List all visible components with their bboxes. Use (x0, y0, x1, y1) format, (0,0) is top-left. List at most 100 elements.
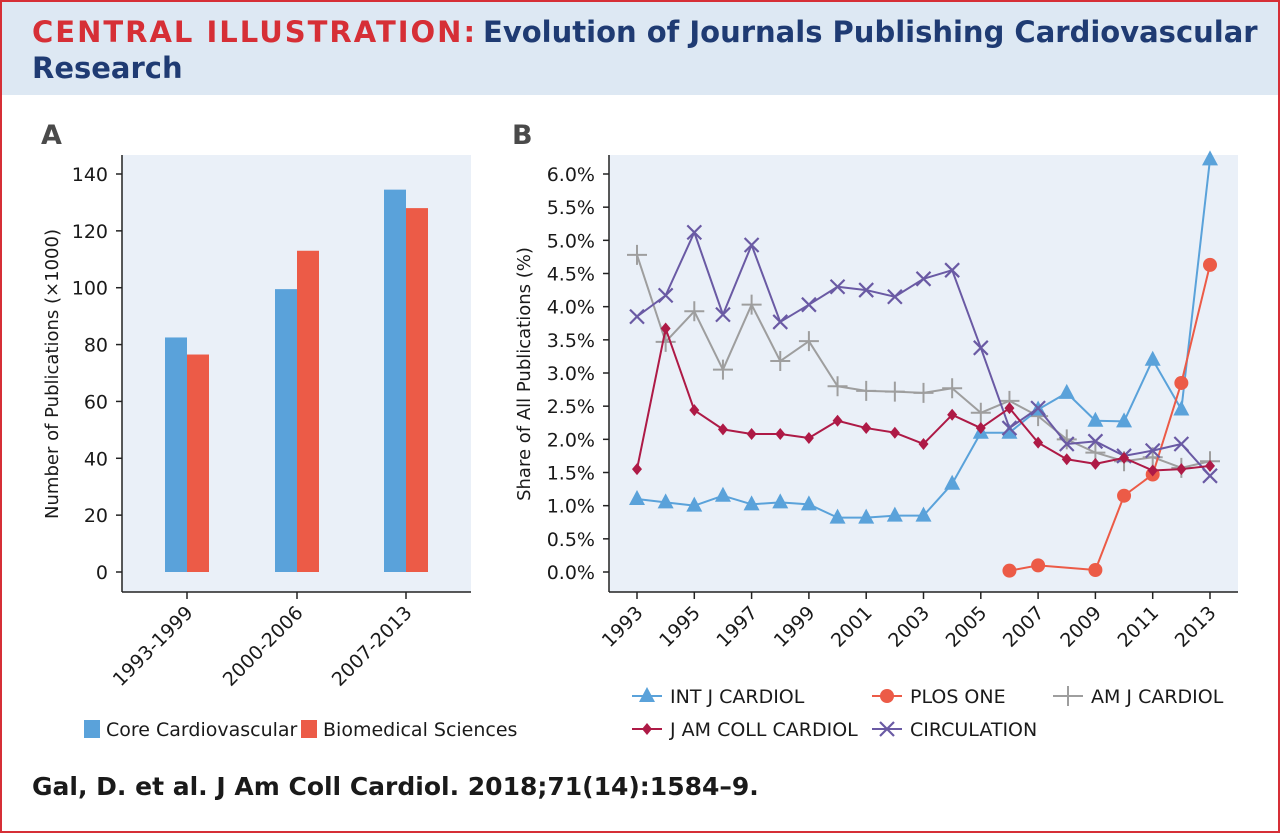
panel-b-point-j-am-coll-cardiol (1061, 453, 1072, 466)
panel-b-point-circulation (801, 296, 817, 313)
panel-b-point-int-j-cardiol (1144, 350, 1161, 366)
panel-b-point-plos-one (1002, 563, 1017, 578)
panel-b-point-circulation (944, 262, 960, 278)
panel-b-y-tick-label: 4.5% (547, 264, 595, 286)
panel-b-point-circulation (657, 287, 674, 304)
panel-a-legend-swatch (301, 720, 317, 738)
panel-b-point-int-j-cardiol (714, 486, 731, 502)
panel-a-x-tick-label: 2007-2013 (328, 602, 417, 691)
panel-b-legend-label: J AM COLL CARDIOL (669, 719, 858, 741)
panel-b-point-circulation (915, 271, 932, 287)
panel-b-y-tick-label: 1.5% (547, 463, 595, 485)
panel-a-y-tick-label: 20 (84, 505, 108, 527)
panel-b-point-j-am-coll-cardiol (717, 423, 728, 436)
panel-b-point-j-am-coll-cardiol (1119, 451, 1130, 464)
panel-b-point-circulation (1202, 468, 1218, 484)
panel-a-y-tick-label: 100 (72, 278, 108, 300)
panel-b-point-int-j-cardiol (829, 508, 846, 524)
panel-b-point-am-j-cardiol (684, 301, 705, 322)
panel-b-point-circulation (1058, 436, 1075, 452)
panel-a-bar-core (384, 189, 406, 572)
panel-a-y-tick-label: 40 (84, 448, 108, 470)
panel-b-point-int-j-cardiol (1058, 383, 1075, 399)
panel-b-point-j-am-coll-cardiol (918, 437, 929, 450)
panel-b-point-am-j-cardiol (741, 294, 762, 315)
panel-b-point-j-am-coll-cardiol (1004, 402, 1015, 415)
panel-b-point-int-j-cardiol (944, 474, 961, 490)
panel-b-legend-marker-plos-one (880, 689, 894, 703)
panel-b-x-tick-label: 2005 (942, 602, 992, 652)
panel-b-point-circulation (1173, 436, 1190, 452)
panel-b-point-circulation (1001, 420, 1018, 436)
panel-b-point-plos-one (1203, 257, 1217, 272)
panel-b-point-int-j-cardiol (629, 490, 645, 506)
panel-b-point-j-am-coll-cardiol (1147, 464, 1158, 477)
panel-a-y-axis-label: Number of Publications (×1000) (42, 229, 63, 519)
panel-b-point-int-j-cardiol (1173, 400, 1190, 416)
panel-b-point-circulation (629, 308, 645, 325)
panel-b-point-int-j-cardiol (772, 493, 789, 509)
panel-b-legend-marker-j-am-coll-cardiol (642, 723, 652, 735)
panel-b-point-j-am-coll-cardiol (803, 432, 814, 445)
panel-a-y-tick-label: 60 (84, 391, 108, 413)
panel-b-point-am-j-cardiol (712, 359, 733, 380)
panel-b-point-am-j-cardiol (770, 351, 791, 372)
panel-a-x-tick-label: 1993-1999 (109, 602, 198, 691)
panel-b-point-am-j-cardiol (913, 382, 934, 403)
panel-a-bar-biomedical (187, 354, 209, 572)
panel-b-y-tick-label: 3.0% (547, 363, 595, 385)
panel-b-point-am-j-cardiol (827, 376, 848, 397)
panel-b-legend-label: PLOS ONE (910, 686, 1006, 708)
panel-b-point-circulation (887, 288, 903, 305)
panel-b-point-j-am-coll-cardiol (861, 422, 872, 435)
panel-b-y-tick-label: 3.5% (547, 330, 595, 352)
panel-b-point-j-am-coll-cardiol (975, 422, 986, 435)
panel-b-point-j-am-coll-cardiol (889, 426, 900, 439)
panel-b-y-tick-label: 1.0% (547, 496, 595, 518)
panel-a-y-tick-label: 120 (72, 221, 108, 243)
panel-b-y-axis-label: Share of All Publications (%) (514, 247, 535, 501)
panel-b-point-circulation (772, 314, 789, 330)
panel-b-point-circulation (715, 306, 731, 323)
panel-b-point-int-j-cardiol (743, 495, 760, 511)
panel-b-x-tick-label: 1999 (770, 602, 820, 652)
panel-b-y-tick-label: 2.0% (547, 429, 595, 451)
panel-b-y-tick-label: 2.5% (547, 396, 595, 418)
panel-b-point-int-j-cardiol (915, 506, 932, 522)
panel-b-y-tick-label: 5.0% (547, 230, 595, 252)
panel-b-point-plos-one (1174, 375, 1189, 390)
panel-a-legend-swatch (84, 720, 100, 738)
panel-b-point-plos-one (1031, 558, 1046, 573)
panel-b-point-j-am-coll-cardiol (632, 463, 642, 476)
panel-b-legend-label: AM J CARDIOL (1091, 686, 1224, 708)
panel-b-point-circulation (973, 340, 989, 356)
panel-b-y-tick-label: 0.0% (547, 562, 595, 584)
panel-b-y-tick-label: 4.0% (547, 297, 595, 319)
panel-b-point-plos-one (1117, 488, 1132, 503)
panel-b-point-int-j-cardiol (1116, 412, 1133, 428)
panel-b-legend-label: INT J CARDIOL (670, 686, 805, 708)
panel-b-point-am-j-cardiol (1056, 429, 1077, 450)
figure-title-text: Evolution of Journals Publishing Cardiov… (32, 15, 1258, 85)
panel-b-x-tick-label: 2003 (884, 602, 934, 652)
panel-a-x-tick-label: 2000-2006 (219, 602, 308, 691)
panel-b-point-int-j-cardiol (858, 508, 875, 524)
panel-b-point-j-am-coll-cardiol (1176, 463, 1187, 476)
panel-b-point-j-am-coll-cardiol (746, 428, 757, 441)
panel-b-point-j-am-coll-cardiol (832, 414, 843, 427)
panel-b-point-int-j-cardiol (657, 493, 674, 509)
panel-b-y-tick-label: 5.5% (547, 197, 595, 219)
panel-b-point-int-j-cardiol (1087, 411, 1104, 427)
panel-b-point-circulation (1144, 442, 1161, 459)
panel-b-point-am-j-cardiol (798, 331, 819, 352)
panel-b-point-circulation (1030, 400, 1046, 416)
panel-b-y-tick-label: 6.0% (547, 164, 595, 186)
panel-b-letter: B (512, 120, 533, 151)
panel-a-bar-core (275, 289, 297, 572)
figure-label: CENTRAL ILLUSTRATION: (32, 15, 478, 49)
panel-b-point-circulation (1087, 433, 1104, 450)
panel-b-point-plos-one (1088, 563, 1103, 578)
panel-a-y-tick-label: 140 (72, 164, 108, 186)
panel-a-legend-label: Core Cardiovascular (106, 719, 298, 741)
panel-b-point-am-j-cardiol (627, 244, 647, 265)
